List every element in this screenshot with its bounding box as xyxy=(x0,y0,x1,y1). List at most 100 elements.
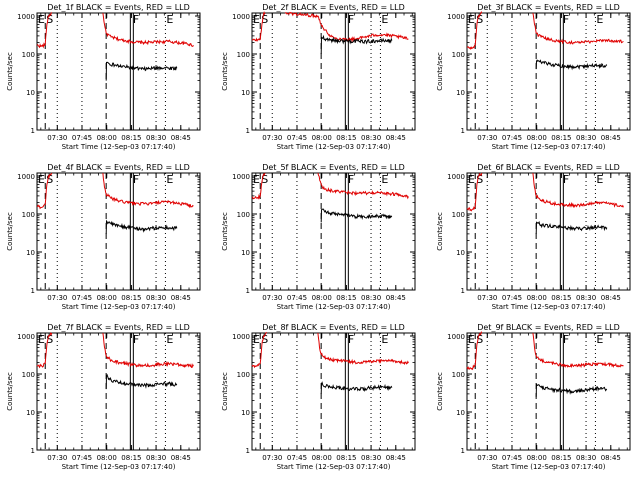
x-tick-label: 07:30 xyxy=(477,454,497,462)
y-tick-label: 100 xyxy=(452,51,465,59)
series-events xyxy=(320,208,393,223)
series-lld xyxy=(532,12,624,45)
series-events xyxy=(105,61,178,81)
y-tick-label: 1000 xyxy=(17,173,35,181)
marker-label-s: S xyxy=(46,13,53,26)
plot-frame xyxy=(36,332,201,451)
marker-label-s: S xyxy=(476,173,483,186)
panel-8: Det_8f BLACK = Events, RED = LLD 1 10 100 10… xyxy=(221,323,416,471)
x-tick-label: 07:30 xyxy=(262,294,282,302)
y-tick-label: 1 xyxy=(461,127,465,135)
x-tick-label: 08:00 xyxy=(97,294,117,302)
x-tick-label: 08:15 xyxy=(121,454,141,462)
plot-frame xyxy=(36,12,201,131)
y-axis-label: Counts/sec xyxy=(221,212,229,251)
panel-1: Det_1f BLACK = Events, RED = LLD 1 10 100 10… xyxy=(6,3,201,151)
x-tick-label: 08:15 xyxy=(336,134,356,142)
series-events xyxy=(320,381,393,394)
marker-label-e: E xyxy=(381,13,388,26)
x-axis-label: Start Time (12-Sep-03 07:17:40) xyxy=(62,143,176,151)
panel-title: Det_6f BLACK = Events, RED = LLD xyxy=(477,163,620,172)
marker-label-e: E xyxy=(38,13,45,26)
y-tick-label: 1 xyxy=(246,127,250,135)
x-tick-label: 08:45 xyxy=(171,294,191,302)
x-tick-label: 08:30 xyxy=(146,294,166,302)
marker-label-e: E xyxy=(596,13,603,26)
y-tick-label: 10 xyxy=(456,89,465,97)
y-tick-label: 1 xyxy=(246,287,250,295)
y-tick-label: 100 xyxy=(452,211,465,219)
series-lld xyxy=(284,11,409,43)
y-tick-label: 100 xyxy=(237,211,250,219)
x-tick-label: 08:00 xyxy=(312,294,332,302)
panel-4: Det_4f BLACK = Events, RED = LLD 1 10 100 10… xyxy=(6,163,201,311)
series-lld xyxy=(317,172,409,200)
series-lld xyxy=(102,332,194,368)
marker-label-e: E xyxy=(596,333,603,346)
plot-frame xyxy=(251,332,416,451)
x-tick-label: 08:15 xyxy=(551,294,571,302)
x-tick-label: 07:45 xyxy=(502,294,522,302)
marker-label-f: F xyxy=(563,13,569,26)
y-tick-label: 100 xyxy=(22,51,35,59)
x-tick-label: 07:45 xyxy=(502,454,522,462)
x-tick-label: 07:45 xyxy=(287,454,307,462)
series-lld xyxy=(317,332,409,366)
x-tick-label: 07:30 xyxy=(477,134,497,142)
x-tick-label: 08:00 xyxy=(312,134,332,142)
series-events xyxy=(105,373,178,390)
y-tick-label: 1000 xyxy=(447,13,465,21)
x-tick-label: 08:45 xyxy=(386,454,406,462)
series-lld xyxy=(466,172,483,212)
series-events xyxy=(535,59,608,71)
panel-title: Det_9f BLACK = Events, RED = LLD xyxy=(477,323,620,332)
marker-label-e: E xyxy=(253,173,260,186)
marker-label-e: E xyxy=(166,173,173,186)
marker-label-e: E xyxy=(381,173,388,186)
marker-label-e: E xyxy=(468,173,475,186)
series-lld xyxy=(251,10,266,43)
y-tick-label: 10 xyxy=(456,249,465,257)
y-axis-label: Counts/sec xyxy=(221,372,229,411)
x-tick-label: 08:30 xyxy=(146,134,166,142)
marker-label-f: F xyxy=(348,13,354,26)
series-events xyxy=(105,219,178,234)
panel-6: Det_6f BLACK = Events, RED = LLD 1 10 100 10… xyxy=(436,163,631,311)
marker-label-s: S xyxy=(46,333,53,346)
panel-2: Det_2f BLACK = Events, RED = LLD 1 10 100 10… xyxy=(221,3,416,151)
series-lld xyxy=(36,332,53,369)
x-tick-label: 07:30 xyxy=(47,134,67,142)
panel-title: Det_7f BLACK = Events, RED = LLD xyxy=(47,323,190,332)
panel-title: Det_2f BLACK = Events, RED = LLD xyxy=(262,3,405,12)
y-tick-label: 1000 xyxy=(447,173,465,181)
y-tick-label: 10 xyxy=(26,409,35,417)
y-axis-label: Counts/sec xyxy=(221,52,229,91)
x-tick-label: 08:00 xyxy=(97,454,117,462)
plot-frame xyxy=(251,172,416,291)
x-tick-label: 07:45 xyxy=(287,294,307,302)
y-tick-label: 10 xyxy=(241,89,250,97)
series-lld xyxy=(36,12,52,49)
x-tick-label: 07:30 xyxy=(47,294,67,302)
series-lld xyxy=(466,330,483,371)
plot-frame xyxy=(466,332,631,451)
marker-label-f: F xyxy=(563,333,569,346)
series-lld xyxy=(251,331,268,369)
series-events xyxy=(535,383,608,397)
x-tick-label: 07:45 xyxy=(72,454,92,462)
panel-title: Det_5f BLACK = Events, RED = LLD xyxy=(262,163,405,172)
y-tick-label: 1000 xyxy=(232,173,250,181)
y-tick-label: 10 xyxy=(456,409,465,417)
marker-label-s: S xyxy=(46,173,53,186)
y-axis-label: Counts/sec xyxy=(6,212,14,251)
x-axis-label: Start Time (12-Sep-03 07:17:40) xyxy=(492,303,606,311)
x-tick-label: 08:15 xyxy=(551,134,571,142)
x-tick-label: 07:30 xyxy=(262,134,282,142)
marker-label-f: F xyxy=(348,173,354,186)
x-tick-label: 08:15 xyxy=(336,294,356,302)
x-tick-label: 08:45 xyxy=(601,134,621,142)
y-tick-label: 100 xyxy=(22,211,35,219)
plot-frame xyxy=(466,172,631,291)
x-axis-label: Start Time (12-Sep-03 07:17:40) xyxy=(492,463,606,471)
